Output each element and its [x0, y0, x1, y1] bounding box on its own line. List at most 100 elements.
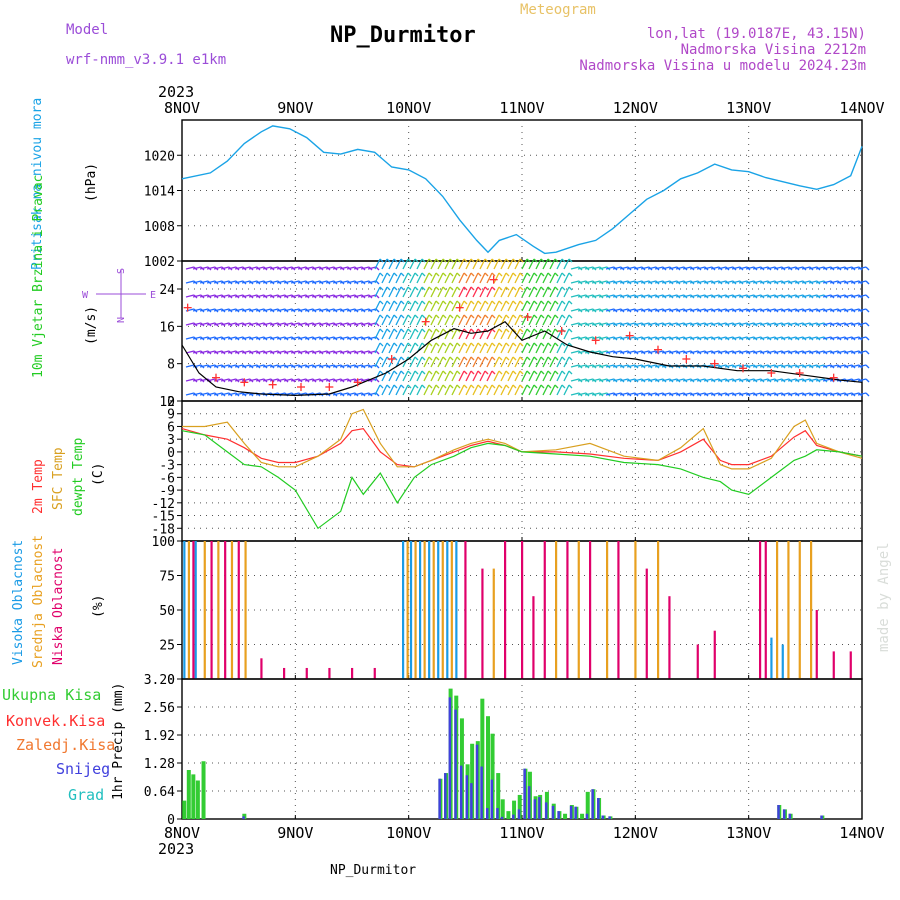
wind-barb-flag [865, 336, 870, 341]
wind-barb-flag [407, 258, 412, 263]
wind-barb [353, 294, 363, 298]
wind-barb [535, 300, 542, 312]
wind-barb [318, 266, 328, 270]
wind-barb [479, 258, 486, 270]
wind-barb [731, 322, 741, 326]
precip-snow-bar [512, 814, 515, 819]
compass-n: N [116, 317, 127, 323]
wind-barb-flag [428, 272, 433, 277]
wind-barb [549, 286, 556, 298]
wind-barb [822, 280, 832, 284]
wind-barb-flag [865, 294, 870, 299]
wind-barb-flag [428, 286, 433, 291]
wind-barb-flag [456, 258, 461, 263]
wind-barb [829, 336, 839, 340]
wind-barb [528, 300, 535, 312]
wind-barb-flag [428, 356, 433, 361]
wind-barb-flag [477, 300, 482, 305]
precip-snow-bar [782, 809, 786, 819]
wind-barb [808, 280, 818, 284]
wind-barb-flag [449, 272, 454, 277]
wind-barb [640, 336, 650, 340]
wind-barb [626, 336, 636, 340]
wind-barb-flag [375, 294, 380, 299]
wind-barb-flag [442, 286, 447, 291]
wind-barb [598, 280, 608, 284]
wind-barb [360, 350, 370, 354]
wind-barb [542, 314, 549, 326]
wind-barb [437, 286, 444, 298]
wind-barb [724, 294, 734, 298]
cloud-bar [798, 541, 801, 679]
wind-barb [339, 280, 349, 284]
wind-barb [738, 350, 748, 354]
cloud-bar [432, 541, 435, 679]
wind-barb [731, 336, 741, 340]
wind-barb [724, 392, 734, 396]
wind-barb [682, 378, 692, 382]
wind-barb [787, 266, 797, 270]
wind-barb [724, 350, 734, 354]
wind-barb [465, 286, 472, 298]
wind-barb [766, 280, 776, 284]
wind-barb [185, 322, 195, 326]
wind-barb [815, 364, 825, 368]
precip-snow-bar [490, 779, 494, 819]
wind-barb-flag [386, 258, 391, 263]
wind-barb-flag [533, 272, 538, 277]
wind-barb [500, 370, 507, 382]
cloud-bar [260, 658, 263, 679]
wind-barb [297, 294, 307, 298]
wind-barb [444, 342, 451, 354]
svg-text:Visoka Oblacnost: Visoka Oblacnost [11, 540, 26, 665]
wind-barb [675, 280, 685, 284]
wind-barb-flag [547, 370, 552, 375]
wind-barb [647, 378, 657, 382]
wind-barb [836, 392, 846, 396]
wind-barb [731, 364, 741, 368]
wind-barb [227, 266, 237, 270]
wind-barb [507, 384, 514, 396]
precip-snow-bar [470, 783, 473, 819]
wind-barb [521, 272, 528, 284]
precip-legend: Ukupna Kisa Konvek.Kisa Zaledj.Kisa Snij… [2, 686, 115, 804]
wind-barb [640, 350, 650, 354]
wind-barb-flag [498, 314, 503, 319]
wind-barb-flag [540, 314, 545, 319]
precip-snow-bar [527, 786, 531, 819]
wind-barb [850, 280, 860, 284]
wind-compass: W E N S [82, 268, 156, 323]
wind-barb [619, 266, 629, 270]
cloud-bar [244, 541, 247, 679]
wind-barb-flag [386, 272, 391, 277]
cloud-bar [373, 667, 376, 679]
wind-barb [710, 392, 720, 396]
wind-barb [528, 384, 535, 396]
wind-barb [542, 258, 549, 270]
wind-barb [255, 308, 265, 312]
wind-barb [437, 258, 444, 270]
precip-snow-bar [601, 815, 605, 819]
wind-barb-flag [393, 314, 398, 319]
wind-barb-flag [449, 384, 454, 389]
wind-barb [255, 378, 265, 382]
wind-barb [521, 300, 528, 312]
wind-barb [808, 322, 818, 326]
wind-barb [290, 294, 300, 298]
wind-barb-flag [456, 272, 461, 277]
wind-barb [752, 308, 762, 312]
wind-barb-flag [505, 384, 510, 389]
wind-barb [675, 350, 685, 354]
wind-barb [682, 294, 692, 298]
wind-barb [717, 350, 727, 354]
wind-barb [234, 364, 244, 368]
wind-barb [409, 272, 416, 284]
cloud-low-title: Niska Oblacnost [51, 548, 66, 665]
wind-barb [766, 322, 776, 326]
wind-barb [500, 272, 507, 284]
precip-total-bar [470, 743, 475, 819]
wind-barb [367, 308, 377, 312]
cloud-ytick-label: 25 [159, 639, 175, 654]
cloud-bar [617, 541, 620, 679]
wind-barb [206, 280, 216, 284]
